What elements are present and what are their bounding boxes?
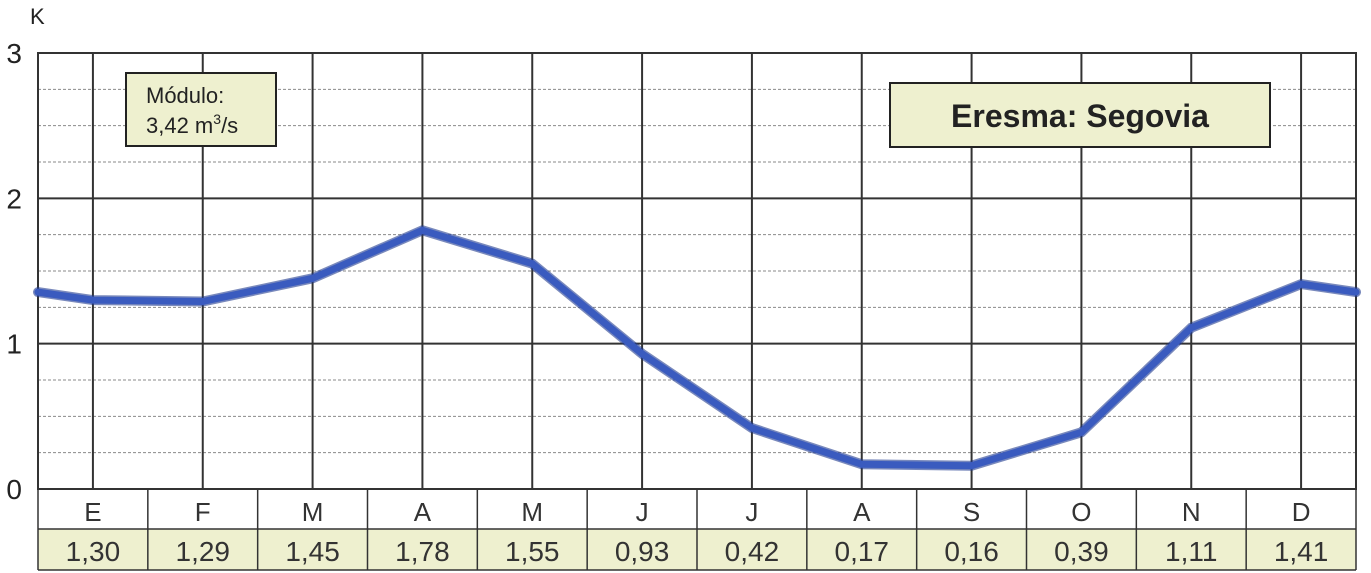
y-tick-label: 2 [6, 183, 22, 214]
month-table: E F M A M J J A S O N D 1,30 1,29 1,45 1,78 1,55 0,93 0,42… [37, 489, 1357, 571]
y-tick-label: 1 [6, 329, 22, 360]
month-value-label: 0,39 [1054, 536, 1109, 567]
month-value-label: 0,42 [725, 536, 780, 567]
month-value-label: 1,30 [66, 536, 121, 567]
data-point [638, 350, 646, 358]
modulo-label: Módulo: [146, 83, 224, 108]
data-point [858, 460, 866, 468]
month-label: S [963, 497, 980, 527]
data-point [199, 298, 207, 306]
chart-title-box: Eresma: Segovia [889, 82, 1271, 148]
month-label: J [636, 497, 649, 527]
month-value-label: 1,55 [505, 536, 560, 567]
data-point [1187, 324, 1195, 332]
month-label: E [84, 497, 101, 527]
y-tick-label: 0 [6, 474, 22, 505]
data-point [1077, 428, 1085, 436]
data-point [1297, 280, 1305, 288]
month-value-label: 1,11 [1165, 536, 1217, 567]
chart-title: Eresma: Segovia [951, 98, 1209, 134]
y-tick-label: 3 [6, 38, 22, 69]
data-point [309, 274, 317, 282]
month-label: D [1292, 497, 1311, 527]
month-value-label: 1,78 [395, 536, 450, 567]
modulo-annotation: Módulo: 3,42 m3/s [125, 72, 277, 147]
month-label: M [302, 497, 324, 527]
month-value-label: 0,17 [835, 536, 890, 567]
month-value-label: 0,93 [615, 536, 670, 567]
month-label: F [195, 497, 211, 527]
modulo-value: 3,42 m3/s [146, 111, 238, 138]
month-label: A [853, 497, 871, 527]
title-box [889, 82, 1271, 148]
data-line-layer [33, 225, 1361, 471]
y-axis: 0 1 2 3K [6, 4, 45, 505]
month-value-label: 1,45 [285, 536, 340, 567]
data-point [968, 462, 976, 470]
month-label: J [745, 497, 758, 527]
month-label: N [1182, 497, 1201, 527]
data-point [528, 260, 536, 268]
series-line [34, 226, 1360, 470]
month-label: M [521, 497, 543, 527]
modulo-box [125, 72, 277, 147]
data-point [89, 296, 97, 304]
month-label: A [414, 497, 432, 527]
data-point [418, 226, 426, 234]
data-point [748, 424, 756, 432]
month-value-label: 1,41 [1274, 536, 1329, 567]
series-line-shadow [33, 225, 1361, 471]
month-value-label: 1,29 [176, 536, 231, 567]
month-label: O [1071, 497, 1091, 527]
month-value-label: 0,16 [944, 536, 999, 567]
y-axis-label: K [30, 4, 45, 29]
